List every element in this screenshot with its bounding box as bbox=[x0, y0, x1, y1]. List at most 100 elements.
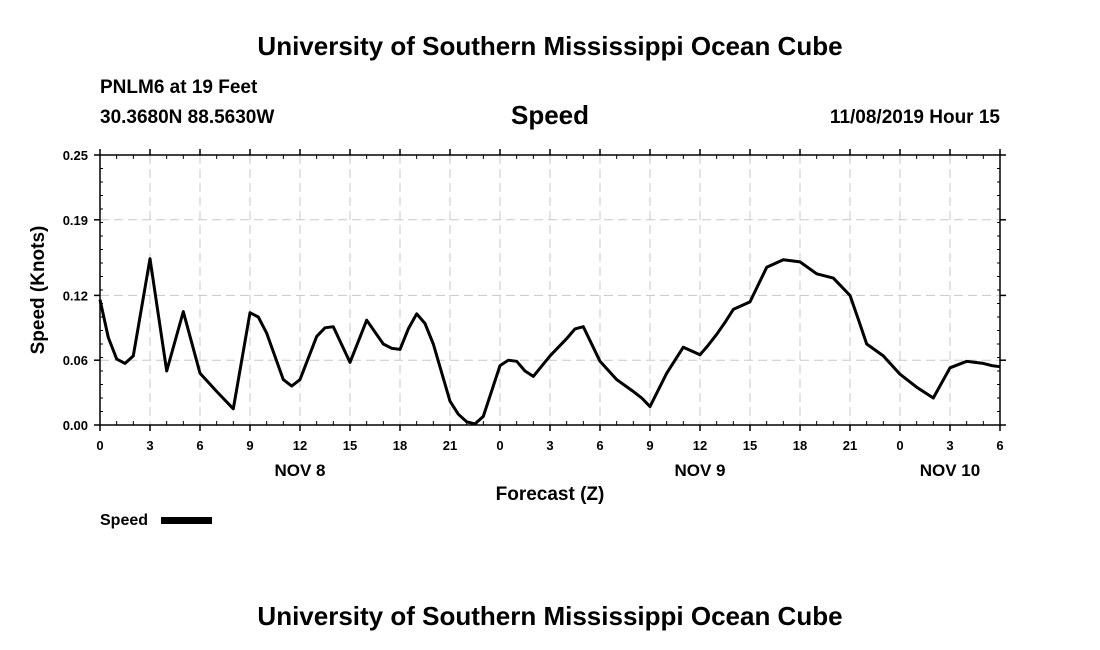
x-axis-ticks: 0 3 6 9 12 15 18 21 0 3 6 9 12 15 18 21 0 3 6 bbox=[96, 149, 1004, 453]
speed-data-point bbox=[382, 343, 384, 345]
speed-data-point bbox=[974, 361, 976, 363]
speed-data-point bbox=[257, 316, 259, 318]
speed-data-point bbox=[232, 408, 234, 410]
speed-data-point bbox=[632, 391, 634, 393]
speed-series-line bbox=[98, 257, 1001, 426]
speed-data-point bbox=[516, 360, 518, 362]
speed-data-point bbox=[799, 261, 801, 263]
speed-data-point bbox=[366, 319, 368, 321]
x-axis-label: Forecast (Z) bbox=[496, 484, 605, 505]
y-axis-label: Speed (Knots) bbox=[28, 226, 49, 355]
speed-data-point bbox=[816, 273, 818, 275]
speed-data-point bbox=[882, 355, 884, 357]
speed-data-point bbox=[432, 343, 434, 345]
y-tick-label: 0.12 bbox=[63, 288, 88, 303]
x-tick-label: 21 bbox=[843, 438, 857, 453]
speed-data-point bbox=[124, 362, 126, 364]
legend-label: Speed bbox=[100, 512, 148, 529]
speed-data-point bbox=[216, 391, 218, 393]
y-tick-label: 0.19 bbox=[63, 213, 88, 228]
x-tick-label: 9 bbox=[646, 438, 653, 453]
x-tick-label: 6 bbox=[196, 438, 203, 453]
x-tick-label: 6 bbox=[596, 438, 603, 453]
date-label: NOV 10 bbox=[920, 461, 980, 480]
y-tick-label: 0.25 bbox=[63, 148, 88, 163]
x-tick-label: 0 bbox=[96, 438, 103, 453]
speed-data-point bbox=[566, 338, 568, 340]
date-label: NOV 9 bbox=[674, 461, 725, 480]
speed-data-point bbox=[107, 337, 109, 339]
speed-data-point bbox=[574, 328, 576, 330]
speed-data-point bbox=[116, 358, 118, 360]
speed-data-point bbox=[524, 370, 526, 372]
speed-data-point bbox=[291, 385, 293, 387]
chart-title-top: University of Southern Mississippi Ocean… bbox=[257, 31, 843, 61]
x-tick-label: 3 bbox=[146, 438, 153, 453]
speed-data-point bbox=[199, 372, 201, 374]
speed-data-point bbox=[749, 301, 751, 303]
x-tick-label: 0 bbox=[896, 438, 903, 453]
speed-data-point bbox=[649, 406, 651, 408]
speed-data-point bbox=[466, 421, 468, 423]
speed-data-point bbox=[857, 318, 859, 320]
date-label: NOV 8 bbox=[274, 461, 325, 480]
legend-swatch bbox=[161, 517, 212, 524]
x-tick-label: 18 bbox=[793, 438, 807, 453]
x-tick-label: 0 bbox=[496, 438, 503, 453]
x-tick-label: 9 bbox=[246, 438, 253, 453]
date-labels: NOV 8 NOV 9 NOV 10 bbox=[274, 461, 980, 480]
speed-data-point bbox=[916, 386, 918, 388]
speed-data-point bbox=[282, 379, 284, 381]
speed-data-point bbox=[482, 415, 484, 417]
speed-data-point bbox=[99, 299, 101, 301]
speed-data-point bbox=[732, 308, 734, 310]
speed-data-point bbox=[582, 326, 584, 328]
speed-data-point bbox=[999, 366, 1001, 368]
speed-data-point bbox=[549, 355, 551, 357]
speed-data-point bbox=[407, 328, 409, 330]
speed-data-point bbox=[332, 326, 334, 328]
x-tick-label: 12 bbox=[293, 438, 307, 453]
speed-data-point bbox=[532, 375, 534, 377]
speed-data-point bbox=[499, 365, 501, 367]
x-tick-label: 6 bbox=[996, 438, 1003, 453]
speed-data-point bbox=[266, 332, 268, 334]
speed-data-point bbox=[932, 397, 934, 399]
speed-data-point bbox=[949, 367, 951, 369]
speed-data-point bbox=[424, 322, 426, 324]
coordinates-label: 30.3680N 88.5630W bbox=[100, 107, 275, 128]
speed-data-point bbox=[766, 266, 768, 268]
y-axis-ticks: 0.00 0.06 0.12 0.19 0.25 bbox=[63, 148, 1006, 433]
speed-data-point bbox=[616, 379, 618, 381]
speed-data-point bbox=[682, 346, 684, 348]
speed-data-point bbox=[641, 397, 643, 399]
speed-data-point bbox=[149, 258, 151, 260]
speed-data-point bbox=[457, 413, 459, 415]
speed-data-point bbox=[132, 355, 134, 357]
datetime-label: 11/08/2019 Hour 15 bbox=[829, 107, 1000, 128]
variable-title: Speed bbox=[510, 100, 590, 130]
speed-data-point bbox=[416, 313, 418, 315]
speed-data-point bbox=[349, 361, 351, 363]
x-tick-label: 15 bbox=[743, 438, 757, 453]
speed-data-point bbox=[982, 362, 984, 364]
speed-data-point bbox=[866, 343, 868, 345]
x-tick-label: 3 bbox=[946, 438, 953, 453]
gridlines bbox=[100, 155, 1000, 425]
speed-data-point bbox=[716, 333, 718, 335]
x-tick-label: 12 bbox=[693, 438, 707, 453]
speed-data-point bbox=[182, 311, 184, 313]
speed-data-point bbox=[599, 360, 601, 362]
speed-data-point bbox=[966, 360, 968, 362]
speed-data-point bbox=[399, 348, 401, 350]
speed-data-point bbox=[391, 347, 393, 349]
y-tick-label: 0.00 bbox=[63, 418, 88, 433]
station-label: PNLM6 at 19 Feet bbox=[100, 77, 258, 98]
speed-data-point bbox=[782, 259, 784, 261]
chart-title-bottom: University of Southern Mississippi Ocean… bbox=[257, 601, 843, 631]
speed-data-point bbox=[249, 312, 251, 314]
x-tick-label: 21 bbox=[443, 438, 457, 453]
speed-data-point bbox=[699, 354, 701, 356]
speed-data-point bbox=[324, 327, 326, 329]
